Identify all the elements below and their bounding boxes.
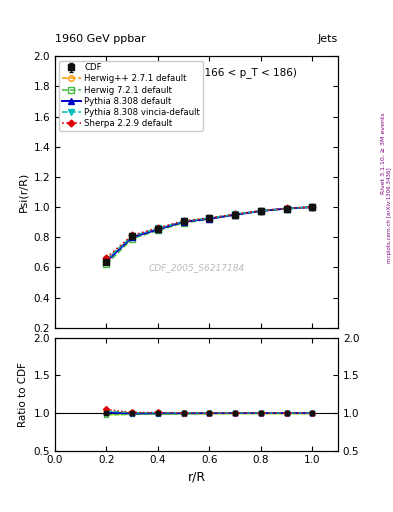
Herwig 7.2.1 default [310,204,315,210]
Pythia 8.308 default [310,204,315,210]
Herwig 7.2.1 default [207,216,212,222]
Legend: CDF, Herwig++ 2.7.1 default, Herwig 7.2.1 default, Pythia 8.308 default, Pythia : CDF, Herwig++ 2.7.1 default, Herwig 7.2.… [59,60,203,131]
Sherpa 2.2.9 default [259,208,263,214]
Y-axis label: Ratio to CDF: Ratio to CDF [18,362,28,426]
Herwig 7.2.1 default [181,220,186,226]
Pythia 8.308 default [284,205,289,211]
Sherpa 2.2.9 default [156,225,160,231]
Text: mcplots.cern.ch [arXiv:1306.3436]: mcplots.cern.ch [arXiv:1306.3436] [387,167,391,263]
Pythia 8.308 default [259,208,263,214]
Herwig 7.2.1 default [156,227,160,233]
Pythia 8.308 vincia-default [104,257,109,263]
Pythia 8.308 default [233,211,237,218]
Pythia 8.308 default [181,219,186,225]
Pythia 8.308 default [104,258,109,264]
Pythia 8.308 vincia-default [259,208,263,214]
Herwig++ 2.7.1 default [310,204,315,210]
Text: Jets: Jets [318,33,338,44]
Pythia 8.308 vincia-default [310,204,315,210]
Herwig++ 2.7.1 default [233,211,237,218]
Herwig 7.2.1 default [284,206,289,212]
X-axis label: r/R: r/R [187,471,206,484]
Herwig++ 2.7.1 default [181,219,186,225]
Pythia 8.308 vincia-default [181,218,186,224]
Pythia 8.308 vincia-default [284,205,289,211]
Pythia 8.308 default [207,216,212,222]
Text: CDF_2005_S6217184: CDF_2005_S6217184 [149,264,244,272]
Pythia 8.308 vincia-default [156,225,160,231]
Pythia 8.308 vincia-default [130,233,134,239]
Herwig++ 2.7.1 default [207,216,212,222]
Line: Herwig 7.2.1 default: Herwig 7.2.1 default [104,204,315,267]
Herwig 7.2.1 default [259,208,263,214]
Herwig 7.2.1 default [104,261,109,267]
Sherpa 2.2.9 default [233,211,237,218]
Line: Pythia 8.308 default: Pythia 8.308 default [104,204,315,264]
Sherpa 2.2.9 default [284,205,289,211]
Y-axis label: Psi(r/R): Psi(r/R) [18,172,28,212]
Text: 1960 GeV ppbar: 1960 GeV ppbar [55,33,146,44]
Herwig 7.2.1 default [233,212,237,218]
Line: Sherpa 2.2.9 default: Sherpa 2.2.9 default [104,205,315,260]
Text: Rivet 3.1.10, ≥ 3M events: Rivet 3.1.10, ≥ 3M events [381,113,386,195]
Pythia 8.308 vincia-default [207,215,212,221]
Herwig++ 2.7.1 default [104,256,109,262]
Pythia 8.308 default [156,226,160,232]
Line: Pythia 8.308 vincia-default: Pythia 8.308 vincia-default [104,204,315,262]
Herwig++ 2.7.1 default [156,226,160,232]
Pythia 8.308 vincia-default [233,211,237,218]
Text: Integral jet shapeΨ (166 < p_T < 186): Integral jet shapeΨ (166 < p_T < 186) [97,67,296,78]
Herwig++ 2.7.1 default [259,208,263,214]
Herwig 7.2.1 default [130,236,134,242]
Sherpa 2.2.9 default [130,232,134,239]
Herwig++ 2.7.1 default [284,205,289,211]
Sherpa 2.2.9 default [104,254,109,261]
Sherpa 2.2.9 default [207,215,212,221]
Herwig++ 2.7.1 default [130,233,134,240]
Line: Herwig++ 2.7.1 default: Herwig++ 2.7.1 default [104,204,315,262]
Sherpa 2.2.9 default [181,218,186,224]
Pythia 8.308 default [130,234,134,240]
Sherpa 2.2.9 default [310,204,315,210]
